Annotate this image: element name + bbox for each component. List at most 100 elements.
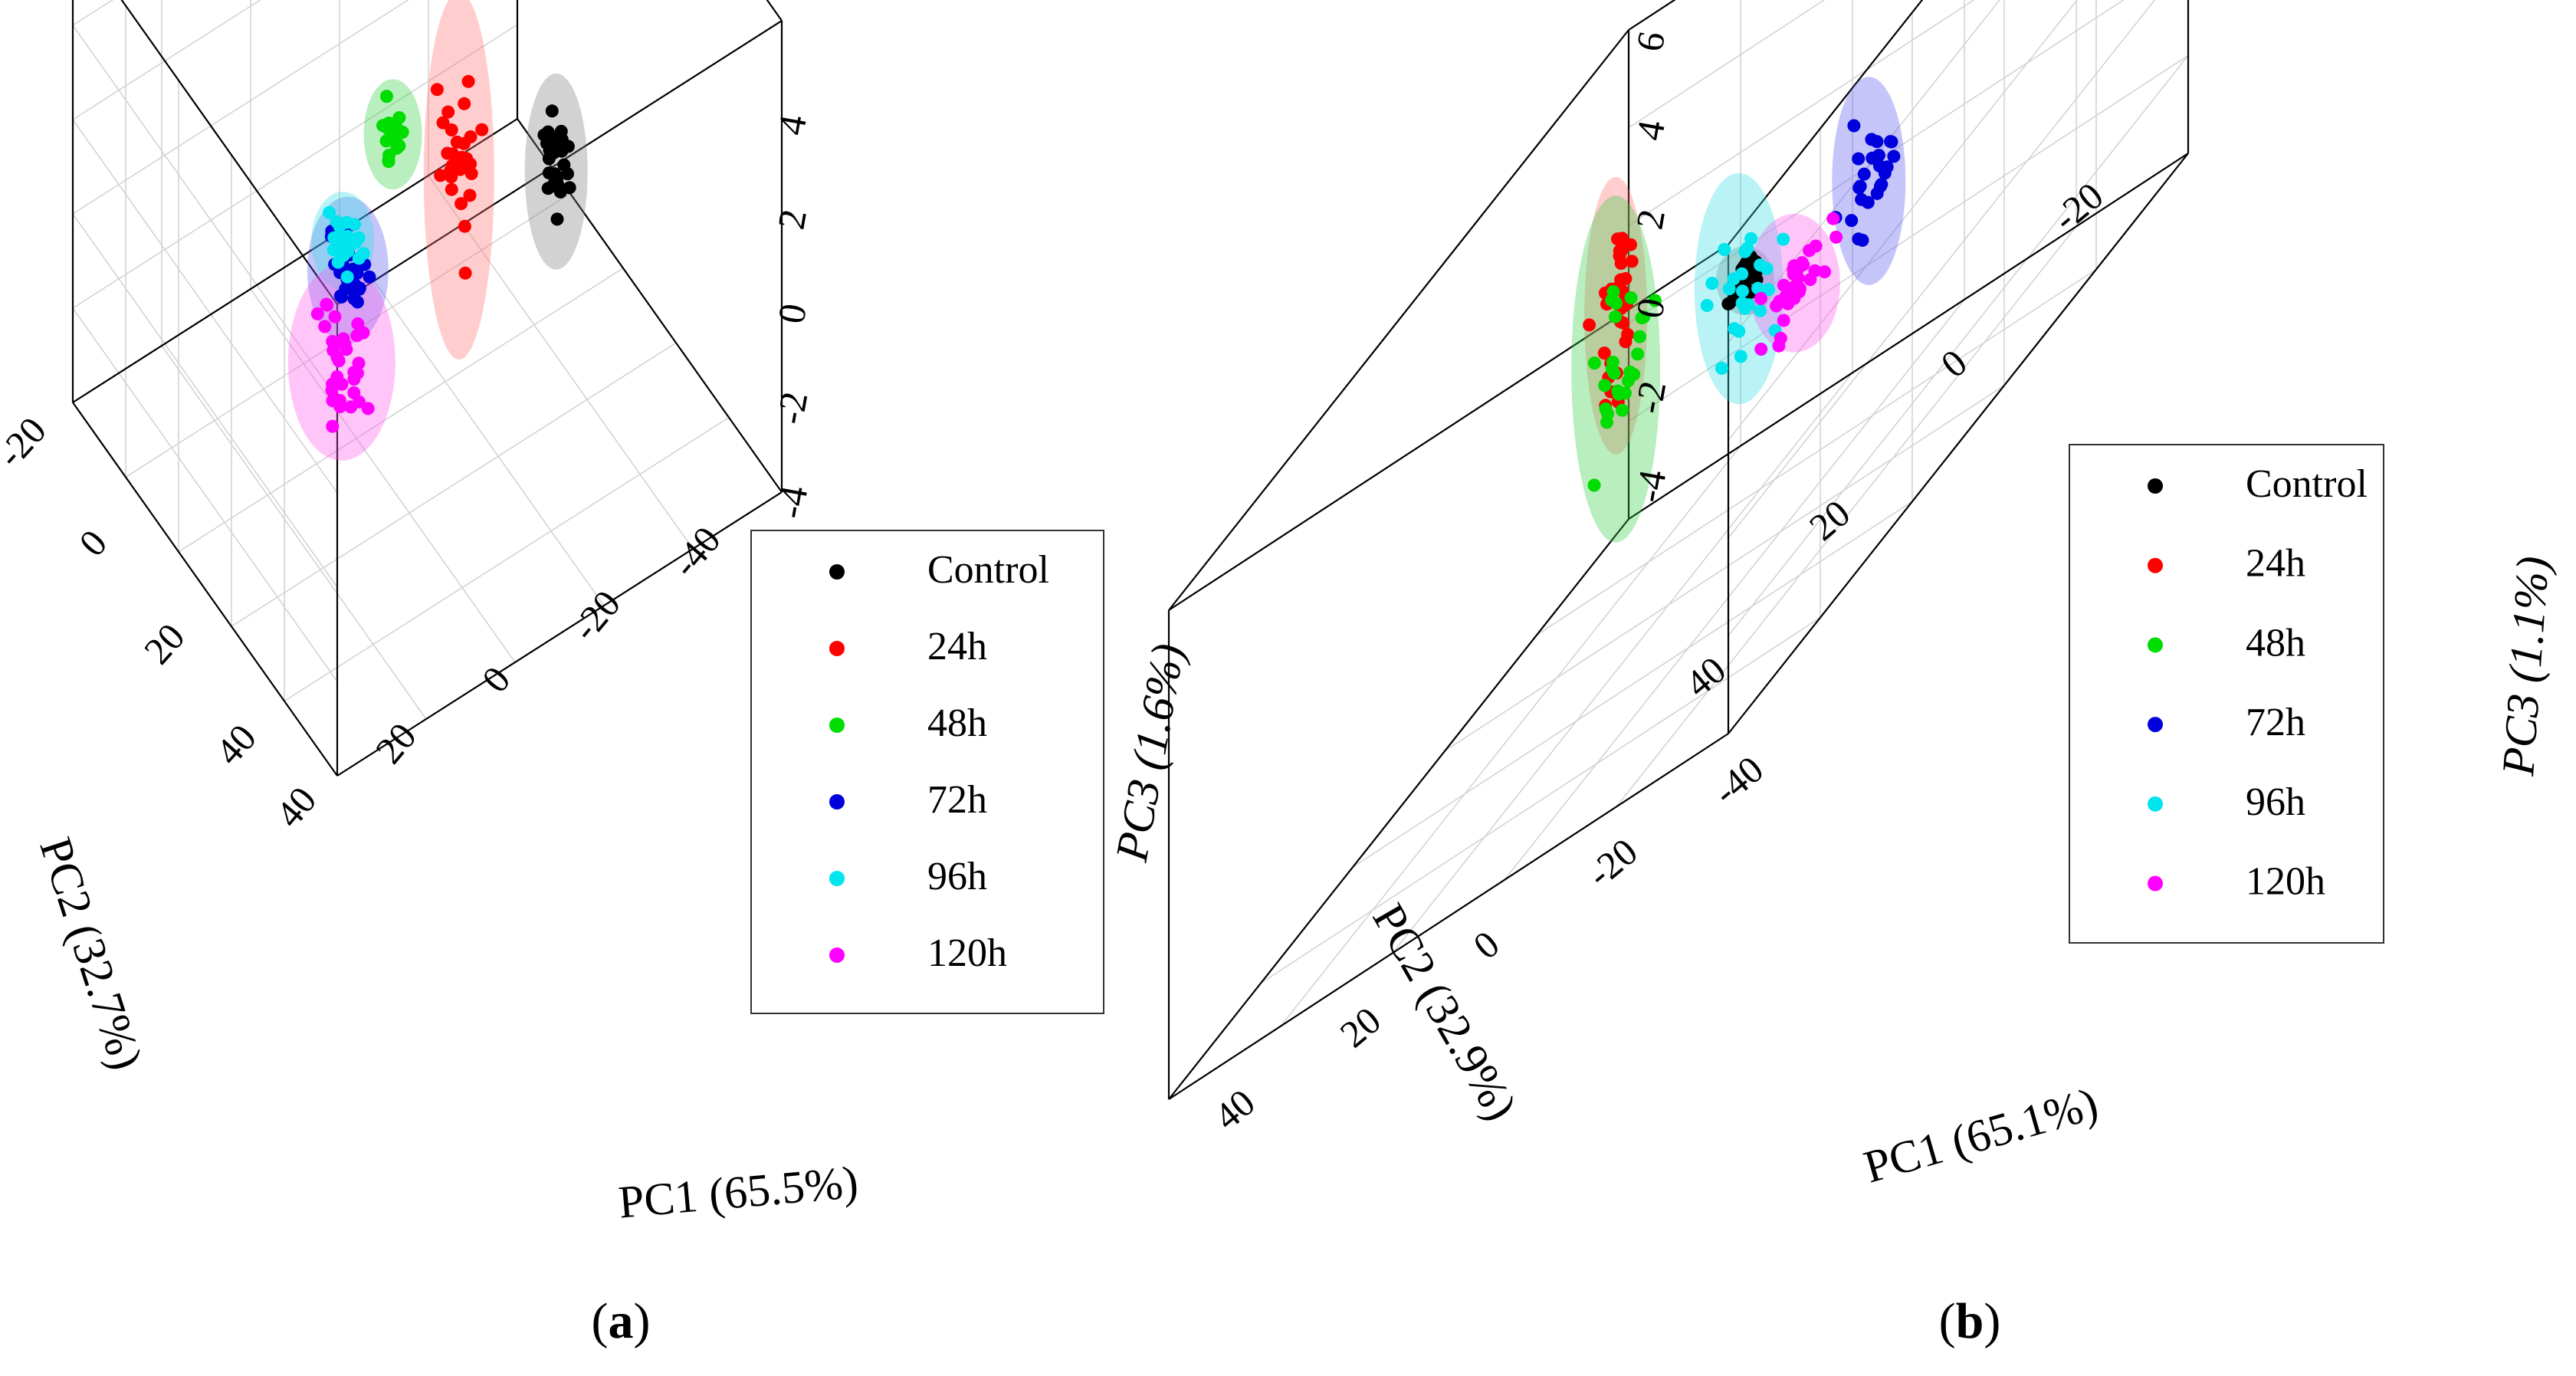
gridline — [1260, 616, 1821, 984]
y-tick-label: -20 — [0, 409, 54, 475]
legend-marker — [829, 947, 845, 963]
data-point — [1845, 214, 1859, 228]
legend-label: 96h — [927, 855, 987, 898]
z-tick-label: 2 — [770, 206, 815, 232]
data-point — [458, 219, 471, 233]
data-point — [1648, 294, 1662, 307]
data-point — [445, 182, 458, 196]
axis-box-edge — [1628, 153, 2189, 520]
data-point — [356, 326, 370, 340]
data-point — [444, 163, 458, 177]
data-point — [1878, 166, 1892, 180]
data-point — [1631, 347, 1645, 361]
grid-lines — [1260, 0, 2189, 1027]
data-point — [347, 373, 361, 386]
data-point — [1852, 152, 1866, 166]
gridline — [284, 416, 730, 702]
axis-box-edge — [336, 491, 783, 777]
x-tick-label: 20 — [1332, 998, 1389, 1056]
data-point — [1599, 402, 1613, 415]
data-point — [1587, 478, 1601, 492]
data-point — [353, 395, 366, 409]
axis-box-edge — [766, 0, 783, 21]
data-point — [461, 74, 475, 88]
data-point — [1777, 314, 1790, 327]
data-point — [434, 169, 448, 182]
data-point — [380, 117, 394, 131]
data-point — [1791, 261, 1805, 275]
data-point — [1721, 297, 1735, 310]
gridline — [1728, 0, 2156, 539]
gridline — [1628, 0, 1826, 129]
x-axis-label: PC1 (65.1%) — [1859, 1078, 2103, 1193]
gridline — [1616, 225, 2077, 807]
data-point — [1600, 415, 1613, 429]
axis-box-edge — [72, 118, 518, 403]
legend-item-96h: 96h — [829, 855, 987, 898]
legend-marker — [829, 564, 845, 580]
data-point — [1754, 343, 1768, 356]
data-point — [386, 127, 400, 141]
caption-open-paren: ( — [1939, 1293, 1956, 1349]
data-point — [1614, 257, 1628, 270]
data-point — [1861, 195, 1875, 209]
legend-marker — [2148, 875, 2163, 892]
data-point — [1754, 291, 1767, 305]
gridline — [72, 0, 262, 120]
data-point — [1777, 232, 1790, 246]
data-point — [542, 166, 556, 180]
gridline — [1728, 0, 2079, 441]
y-tick-label: 40 — [207, 716, 264, 773]
axis-box-edge — [120, 0, 338, 305]
x-tick-label: -20 — [1579, 829, 1646, 895]
data-point — [1605, 294, 1619, 307]
x-tick-label: -40 — [1705, 747, 1771, 813]
data-point — [1587, 356, 1601, 370]
data-point — [1625, 255, 1639, 268]
data-point — [320, 298, 334, 312]
data-point — [1715, 361, 1728, 375]
legend-marker — [2148, 717, 2163, 733]
legend-item-72h: 72h — [829, 778, 987, 822]
gridline — [1728, 54, 2189, 636]
y-tick-label: 20 — [1801, 491, 1858, 549]
data-point — [1624, 291, 1638, 304]
legend-label: 96h — [2246, 780, 2305, 824]
x-tick-label: 0 — [1465, 922, 1507, 967]
data-point — [464, 167, 478, 180]
data-point — [382, 149, 395, 163]
gridline — [1352, 501, 1913, 868]
legend-item-24h: 24h — [2148, 542, 2305, 586]
data-point — [1627, 367, 1641, 381]
legend-item-48h: 48h — [829, 701, 987, 745]
data-point — [1734, 350, 1747, 363]
legend-label: 120h — [2246, 860, 2325, 904]
data-point — [363, 270, 376, 284]
axis-box-edge — [1728, 0, 1924, 245]
legend: Control 24h 48h 72h 96h 120h — [750, 530, 1104, 1014]
z-tick-label: -4 — [768, 483, 815, 522]
legend-label: Control — [2246, 462, 2368, 506]
x-axis-label: PC1 (65.5%) — [616, 1157, 860, 1228]
data-point — [1803, 244, 1816, 258]
data-point — [463, 189, 477, 202]
data-point — [326, 334, 340, 348]
data-point — [458, 97, 471, 110]
data-point — [550, 212, 564, 226]
data-point — [1583, 318, 1596, 332]
legend-box — [750, 530, 1104, 1014]
data-point — [1609, 310, 1622, 323]
data-point — [557, 158, 571, 172]
legend-item-control: Control — [2148, 462, 2368, 506]
z-tick-label: -2 — [1626, 378, 1674, 417]
data-point — [326, 394, 340, 408]
data-point — [1606, 356, 1619, 369]
data-point — [1872, 149, 1885, 163]
z-tick-label: -2 — [768, 389, 815, 428]
data-point — [1777, 278, 1790, 292]
data-point — [380, 90, 393, 103]
x-tick-label: 20 — [367, 714, 425, 771]
